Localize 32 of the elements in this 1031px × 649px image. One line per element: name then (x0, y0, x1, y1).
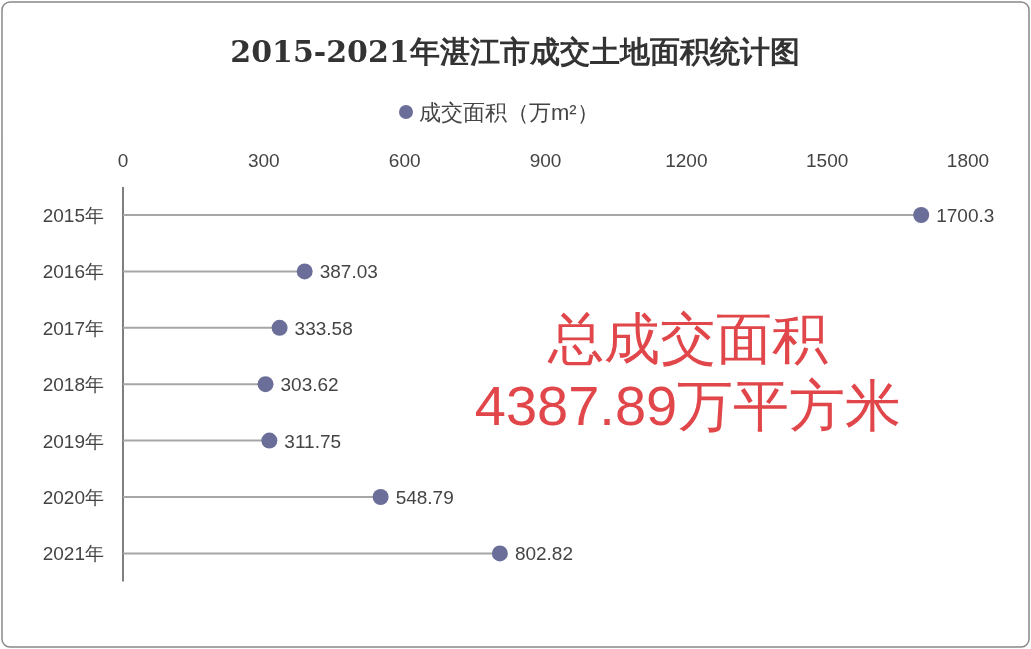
point (372, 489, 389, 505)
data-label: 802.82 (514, 543, 573, 565)
data-label: 333.58 (294, 317, 353, 339)
legend-label: 成交面积（万m²） (419, 100, 599, 125)
data-label: 1700.3 (936, 205, 995, 226)
x-tick-label: 1200 (665, 150, 708, 171)
x-tick-label: 300 (247, 150, 280, 171)
point (271, 319, 288, 336)
y-tick-label: 2016年 (42, 261, 104, 283)
data-label: 548.79 (395, 487, 454, 508)
point (257, 376, 274, 393)
point (491, 545, 508, 562)
data-label: 387.03 (319, 261, 378, 283)
x-tick-label: 600 (388, 150, 421, 171)
x-tick-label: 1800 (946, 150, 990, 171)
y-tick-label: 2019年 (42, 430, 104, 452)
annotation: 4387.89万平方米 (474, 374, 902, 437)
y-tick-label: 2021年 (42, 543, 104, 565)
data-label: 311.75 (284, 430, 342, 452)
y-tick-label: 2018年 (42, 374, 104, 396)
x-tick-label: 900 (529, 150, 562, 171)
x-tick-label: 1500 (806, 150, 849, 171)
y-tick-label: 2015年 (42, 205, 104, 226)
y-tick-label: 2020年 (42, 487, 104, 508)
point (296, 263, 313, 280)
data-label: 303.62 (280, 374, 339, 396)
chart-title: 2015-2021年湛江市成交土地面积统计图 (230, 34, 800, 69)
point (261, 432, 278, 449)
y-tick-label: 2017年 (42, 317, 104, 339)
annotation: 总成交面积 (547, 307, 828, 370)
x-tick-label: 0 (117, 150, 129, 171)
point (913, 207, 930, 223)
